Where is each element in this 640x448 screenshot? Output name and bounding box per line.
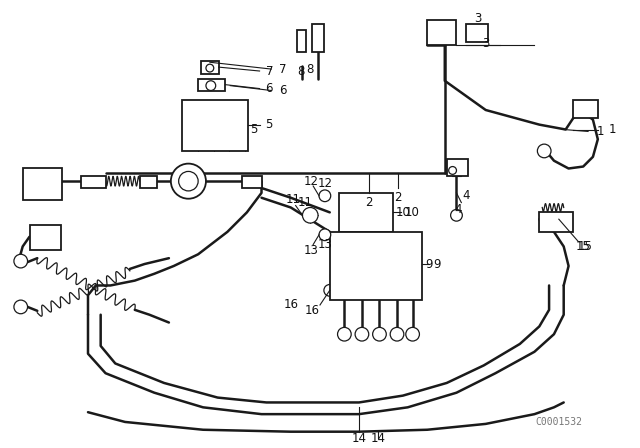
Circle shape: [390, 327, 404, 341]
Text: C0001532: C0001532: [535, 417, 582, 427]
Text: 6: 6: [266, 82, 273, 95]
Bar: [201, 61, 219, 74]
Circle shape: [319, 229, 331, 241]
Bar: [296, 30, 307, 52]
Bar: [81, 177, 106, 188]
Text: 2: 2: [365, 196, 372, 209]
Text: 12: 12: [317, 177, 332, 190]
Text: 8: 8: [297, 65, 304, 78]
Bar: [312, 24, 324, 52]
Text: 4: 4: [454, 203, 462, 216]
Circle shape: [355, 327, 369, 341]
Bar: [573, 100, 598, 118]
Text: 16: 16: [284, 298, 298, 311]
Bar: [447, 159, 468, 177]
Circle shape: [179, 172, 198, 191]
Bar: [182, 100, 248, 151]
Text: 6: 6: [279, 84, 287, 97]
Bar: [22, 168, 61, 200]
Bar: [466, 24, 488, 42]
Text: 5: 5: [266, 118, 273, 131]
Bar: [339, 193, 393, 232]
Bar: [29, 225, 61, 250]
Text: 10: 10: [405, 206, 420, 219]
Text: 7: 7: [266, 65, 273, 78]
Circle shape: [319, 190, 331, 202]
Text: 15: 15: [578, 240, 593, 253]
Circle shape: [406, 327, 419, 341]
Circle shape: [372, 327, 387, 341]
Bar: [540, 212, 573, 232]
Circle shape: [206, 64, 214, 72]
Text: 1: 1: [609, 123, 616, 136]
Text: 4: 4: [463, 190, 470, 202]
Text: 9: 9: [433, 258, 441, 271]
Text: 13: 13: [317, 238, 332, 251]
Text: 11: 11: [298, 196, 313, 209]
Bar: [428, 20, 456, 45]
Circle shape: [14, 300, 28, 314]
Text: 12: 12: [304, 175, 319, 188]
Circle shape: [449, 167, 456, 174]
Text: 8: 8: [307, 63, 314, 76]
Text: 3: 3: [474, 12, 482, 25]
Text: 9: 9: [426, 258, 433, 271]
Text: 15: 15: [576, 240, 591, 253]
Circle shape: [451, 209, 462, 221]
Text: 14: 14: [351, 432, 367, 445]
Text: 16: 16: [305, 304, 320, 317]
Text: 3: 3: [482, 37, 490, 50]
Text: 14: 14: [371, 432, 386, 445]
Circle shape: [206, 81, 216, 90]
Circle shape: [337, 327, 351, 341]
Bar: [330, 232, 422, 300]
Text: 13: 13: [304, 244, 319, 257]
Text: 5: 5: [250, 123, 257, 136]
Text: 10: 10: [396, 206, 410, 219]
Text: 1: 1: [597, 125, 605, 138]
Circle shape: [14, 254, 28, 268]
Text: 7: 7: [279, 63, 287, 76]
Circle shape: [538, 144, 551, 158]
Text: 2: 2: [394, 191, 402, 204]
Bar: [242, 177, 262, 188]
Text: 11: 11: [285, 193, 300, 206]
Bar: [140, 177, 157, 188]
Circle shape: [324, 284, 335, 296]
Circle shape: [171, 164, 206, 199]
Circle shape: [303, 207, 318, 223]
Bar: [198, 79, 225, 90]
